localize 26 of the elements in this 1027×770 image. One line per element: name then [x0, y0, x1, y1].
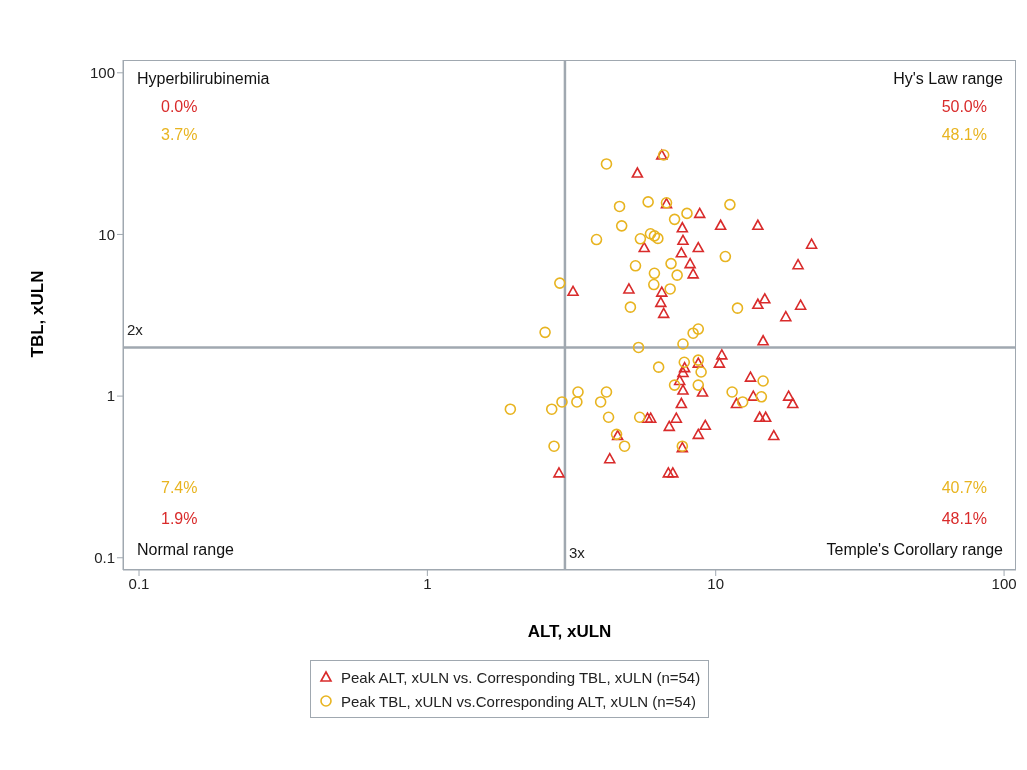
- x-tick-label: 0.1: [128, 574, 150, 592]
- x-tick-label: 10: [707, 574, 725, 592]
- annotation: 1.9%: [161, 510, 198, 528]
- y-axis-title: TBL, xULN: [28, 269, 48, 360]
- annotation: 48.1%: [941, 126, 987, 144]
- legend-label: Peak ALT, xULN vs. Corresponding TBL, xULN (n=54): [341, 668, 701, 686]
- y-tick-label: 10: [98, 225, 115, 243]
- annotation: 48.1%: [941, 510, 987, 528]
- annotation: 0.0%: [161, 98, 198, 116]
- ref-line-label: 2x: [127, 321, 143, 339]
- x-axis-title: ALT, xULN: [526, 622, 613, 642]
- ref-line-label: 3x: [568, 544, 585, 561]
- annotation: 7.4%: [161, 479, 198, 497]
- y-tick-label: 0.1: [94, 549, 115, 567]
- x-tick-label: 100: [991, 574, 1017, 592]
- annotation: Normal range: [137, 541, 234, 559]
- annotation: Temple's Corollary range: [826, 541, 1003, 559]
- y-tick-label: 1: [106, 387, 115, 405]
- annotation: 50.0%: [941, 98, 987, 116]
- annotation: Hy's Law range: [893, 70, 1003, 88]
- annotation: Hyperbilirubinemia: [137, 70, 270, 88]
- y-tick-label: 100: [89, 64, 115, 82]
- legend-label: Peak TBL, xULN vs.Corresponding ALT, xULN (n=54): [341, 692, 697, 710]
- x-tick-label: 1: [423, 574, 432, 592]
- annotation: 3.7%: [161, 126, 198, 144]
- annotation: 40.7%: [941, 479, 987, 497]
